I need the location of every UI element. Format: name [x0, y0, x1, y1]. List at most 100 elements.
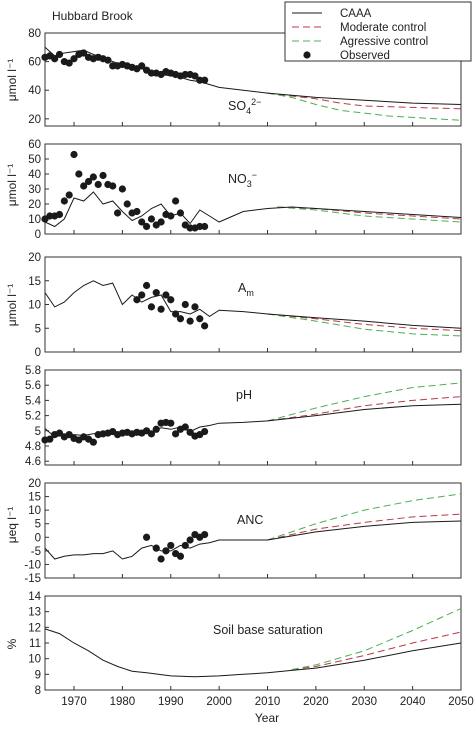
observed-point [181, 423, 189, 431]
observed-point [70, 150, 78, 159]
panel-label: Am [238, 281, 254, 298]
panel-label: Soil base saturation [213, 623, 323, 637]
y-tick-label: 9 [35, 669, 41, 681]
y-tick-label: 5.4 [25, 395, 42, 407]
observed-point [46, 435, 54, 443]
observed-point [51, 55, 59, 63]
observed-point [172, 430, 180, 438]
y-tick-label: 60 [28, 57, 41, 69]
observed-point [147, 430, 156, 438]
plot-frame [44, 32, 462, 127]
plot-frame [44, 595, 462, 691]
x-tick-label: 2000 [206, 696, 232, 708]
observed-point [181, 300, 189, 309]
observed-point [113, 209, 122, 217]
observed-point [94, 180, 102, 189]
panel-1: 20 40 60 80 SO42− μmol l⁻¹ [5, 28, 462, 127]
y-tick-label: 20 [28, 114, 41, 126]
y-tick-label: 10 [28, 300, 41, 312]
observed-point [186, 536, 194, 544]
observed-point [157, 305, 165, 313]
legend-label: Observed [340, 50, 390, 62]
y-tick-label: 5.2 [25, 411, 41, 423]
legend-label: CAAA [340, 8, 372, 20]
y-axis-label: μmol l⁻¹ [5, 284, 19, 327]
y-tick-label: 80 [28, 28, 41, 40]
observed-point [142, 533, 151, 541]
y-tick-label: 10 [28, 654, 41, 666]
y-tick-label: 15 [28, 276, 41, 288]
observed-point [55, 429, 64, 437]
observed-point [201, 530, 209, 539]
observed-point [133, 207, 141, 216]
observed-point [104, 56, 112, 64]
observed-point [55, 210, 64, 219]
observed-point [157, 555, 165, 563]
observed-point [89, 438, 97, 446]
y-tick-label: 5 [35, 519, 41, 531]
plot-frame [44, 143, 462, 235]
observed-point [162, 291, 170, 299]
panel-label-superscript: 2− [251, 97, 261, 107]
y-tick-label: 40 [28, 85, 41, 97]
observed-point [191, 303, 199, 311]
y-axis-label: μmol l⁻¹ [5, 164, 19, 207]
series-line-agressive-control [267, 493, 462, 541]
observed-point [186, 428, 194, 436]
plot-frame [44, 256, 462, 353]
observed-point [80, 182, 88, 190]
observed-point [118, 185, 126, 193]
y-tick-label: 8 [35, 685, 41, 697]
series-line-moderate-control [267, 513, 462, 541]
observed-point [176, 315, 185, 323]
series-line-caaa [44, 191, 462, 228]
plot-frame [44, 369, 462, 466]
observed-point [65, 59, 73, 67]
observed-point [196, 315, 204, 323]
y-tick-label: -5 [31, 546, 41, 558]
y-tick-label: 4.8 [25, 441, 41, 453]
series-line-agressive-control [267, 313, 462, 337]
observed-point [99, 171, 107, 180]
observed-point [138, 291, 146, 299]
observed-point [55, 50, 64, 59]
legend-label: Moderate control [340, 22, 426, 34]
observed-point [201, 322, 209, 330]
x-tick-label: 1980 [110, 696, 136, 708]
y-tick-label: 20 [28, 199, 41, 211]
legend-label: Agressive control [340, 36, 428, 48]
y-tick-label: 5.8 [25, 365, 41, 377]
panel-label-main: Soil base saturation [213, 623, 323, 637]
observed-point [172, 310, 180, 318]
y-tick-label: 10 [28, 505, 41, 517]
y-tick-label: 11 [29, 638, 41, 650]
y-tick-label: 60 [28, 139, 41, 151]
y-tick-label: 0 [35, 347, 41, 359]
observed-point [152, 289, 160, 297]
observed-point [147, 215, 156, 223]
y-tick-label: 50 [28, 154, 41, 166]
x-tick-label: 2010 [255, 696, 281, 708]
panel-label-main: NO [228, 172, 247, 186]
plot-frame [44, 482, 462, 579]
observed-point [138, 62, 146, 70]
x-tick-label: 1970 [61, 696, 87, 708]
x-tick-label: 2030 [351, 696, 377, 708]
observed-point [167, 296, 175, 304]
observed-point [147, 303, 156, 311]
x-tick-label: 1990 [158, 696, 184, 708]
panel-label-subscript: m [246, 288, 254, 298]
x-axis-label: Year [255, 711, 279, 725]
observed-point [172, 197, 180, 205]
legend-box [284, 1, 472, 62]
observed-point [201, 76, 209, 84]
panel-label-main: SO [228, 99, 246, 113]
series-line-caaa [44, 520, 462, 560]
observed-point [75, 170, 83, 178]
y-tick-label: 20 [28, 478, 41, 490]
observed-point [167, 541, 175, 550]
series-line-agressive-control [277, 206, 462, 223]
panel-2: 0 10 20 30 40 50 60 NO3− μmol l⁻¹ [5, 139, 462, 241]
